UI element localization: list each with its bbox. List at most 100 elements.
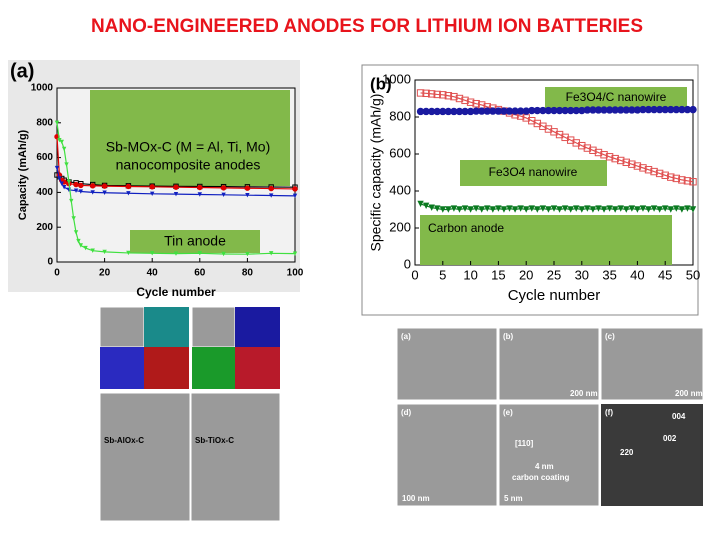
x-tick-label: 5 bbox=[439, 267, 446, 282]
annotation: nanocomposite anodes bbox=[116, 157, 261, 173]
point bbox=[656, 206, 663, 213]
micrograph bbox=[190, 392, 281, 522]
scale-label: 200 nm bbox=[570, 389, 598, 398]
point bbox=[534, 206, 541, 213]
point bbox=[605, 153, 614, 161]
point bbox=[433, 90, 441, 99]
point bbox=[650, 167, 658, 176]
point bbox=[64, 162, 69, 167]
y-tick-label: 200 bbox=[36, 222, 53, 233]
point bbox=[667, 206, 674, 213]
point bbox=[655, 169, 664, 178]
point bbox=[221, 251, 226, 257]
point bbox=[78, 189, 83, 194]
annotation: Carbon anode bbox=[428, 221, 504, 235]
point bbox=[90, 183, 96, 189]
point bbox=[472, 99, 480, 108]
point bbox=[221, 192, 226, 198]
image-label: (d) bbox=[401, 408, 412, 417]
point bbox=[639, 205, 647, 212]
point bbox=[197, 184, 203, 191]
point bbox=[197, 192, 202, 197]
y-tick-label: 400 bbox=[389, 182, 411, 197]
image-label: (c) bbox=[605, 332, 615, 341]
y-tick-label: 1000 bbox=[31, 83, 54, 94]
y-axis-label: Specific capacity (mAh/g) bbox=[368, 94, 384, 252]
point bbox=[268, 185, 274, 192]
micrograph-group: Sb-AlOx-C Sb-TiOx-C bbox=[99, 306, 281, 522]
point bbox=[611, 206, 619, 213]
point bbox=[517, 205, 524, 212]
point bbox=[422, 89, 430, 98]
micrograph bbox=[600, 327, 704, 401]
point bbox=[76, 238, 81, 244]
micrograph bbox=[99, 306, 145, 348]
y-tick-label: 800 bbox=[36, 117, 53, 128]
point bbox=[617, 156, 625, 165]
point bbox=[450, 205, 458, 212]
y-tick-label: 600 bbox=[389, 145, 411, 160]
scale-label: 5 nm bbox=[504, 494, 523, 503]
panel-label: (a) bbox=[10, 60, 34, 82]
point bbox=[66, 179, 72, 185]
point bbox=[545, 206, 552, 213]
point bbox=[292, 193, 298, 199]
point bbox=[220, 185, 227, 191]
point bbox=[90, 190, 95, 195]
annotation-box bbox=[130, 230, 260, 253]
point bbox=[639, 164, 647, 172]
point bbox=[689, 206, 697, 213]
image-label: (f) bbox=[605, 408, 613, 417]
image-label: Sb-AlOx-C bbox=[104, 436, 144, 445]
x-tick-label: 20 bbox=[99, 268, 111, 279]
point bbox=[126, 191, 131, 196]
point bbox=[445, 206, 452, 213]
point bbox=[628, 160, 636, 168]
image-label: (a) bbox=[401, 332, 411, 341]
point bbox=[417, 200, 424, 208]
x-tick-label: 0 bbox=[54, 268, 60, 279]
point bbox=[650, 205, 658, 212]
point bbox=[472, 205, 480, 212]
point bbox=[150, 251, 155, 256]
image-label: (e) bbox=[503, 408, 513, 417]
point bbox=[61, 146, 67, 152]
point bbox=[269, 193, 274, 198]
point bbox=[511, 206, 519, 213]
micrograph bbox=[498, 327, 600, 401]
micrograph bbox=[601, 404, 703, 506]
micrograph bbox=[191, 306, 236, 348]
y-tick-label: 400 bbox=[36, 187, 53, 198]
point bbox=[583, 144, 592, 152]
point bbox=[644, 166, 653, 174]
scale-label: 200 nm bbox=[675, 389, 703, 398]
point bbox=[623, 206, 630, 213]
image-label: [110] bbox=[515, 439, 534, 448]
x-tick-label: 60 bbox=[194, 268, 206, 279]
x-tick-label: 45 bbox=[658, 267, 672, 282]
point bbox=[578, 141, 586, 150]
image-label: 4 nm bbox=[535, 462, 554, 471]
point bbox=[292, 251, 298, 256]
micrograph bbox=[498, 403, 600, 507]
point bbox=[617, 205, 624, 212]
x-tick-label: 40 bbox=[147, 268, 159, 279]
point bbox=[622, 158, 630, 167]
point bbox=[173, 191, 179, 197]
point bbox=[73, 181, 79, 188]
point bbox=[422, 202, 430, 209]
point bbox=[83, 245, 88, 251]
scale-label: 100 nm bbox=[402, 494, 430, 503]
y-tick-label: 800 bbox=[389, 108, 411, 123]
point bbox=[434, 205, 441, 212]
point bbox=[628, 205, 636, 212]
x-tick-label: 25 bbox=[547, 267, 561, 282]
micrograph bbox=[99, 392, 191, 522]
point bbox=[78, 243, 83, 248]
point bbox=[600, 206, 608, 213]
point bbox=[589, 146, 597, 155]
micrograph bbox=[396, 403, 498, 507]
point bbox=[500, 206, 508, 213]
point bbox=[90, 248, 95, 253]
x-tick-label: 40 bbox=[630, 267, 644, 282]
